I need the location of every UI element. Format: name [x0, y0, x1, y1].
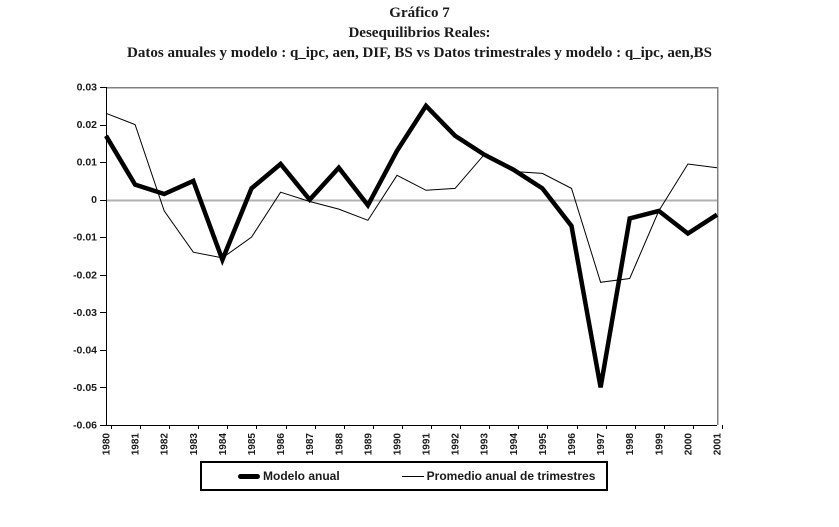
series-line-promedio-trimestres: [105, 112, 718, 283]
chart-title: Gráfico 7: [389, 5, 450, 21]
x-axis-label: 1981: [131, 433, 142, 456]
legend-item-promedio-trimestres: Promedio anual de trimestres: [401, 469, 596, 483]
y-axis-label: -0.05: [73, 382, 97, 394]
x-axis-label: 1997: [596, 433, 607, 456]
x-axis-label: 1990: [392, 433, 403, 456]
y-axis-label: -0.06: [73, 420, 97, 432]
x-axis-label: 1984: [218, 433, 229, 456]
y-axis-label: -0.02: [73, 269, 97, 281]
y-axis-label: 0.03: [77, 82, 98, 94]
x-axis-label: 1999: [654, 433, 665, 456]
thin-line-icon: [401, 475, 424, 477]
x-axis-label: 1987: [305, 433, 316, 456]
chart-description: Datos anuales y modelo : q_ipc, aen, DIF…: [127, 45, 712, 61]
series-line-modelo-anual: [104, 102, 719, 388]
y-axis-label: -0.04: [73, 344, 97, 356]
legend-item-modelo-anual: Modelo anual: [238, 469, 340, 483]
x-axis-label: 1994: [509, 433, 520, 456]
x-axis-label: 1991: [422, 433, 433, 456]
x-axis-label: 1993: [480, 433, 491, 456]
legend-label: Promedio anual de trimestres: [426, 469, 596, 483]
legend-label: Modelo anual: [263, 469, 340, 483]
x-axis-label: 1982: [160, 433, 171, 456]
x-axis-label: 1988: [334, 433, 345, 456]
y-axis-label: -0.01: [73, 232, 97, 244]
x-axis-label: 1985: [247, 433, 258, 456]
x-axis-label: 1989: [363, 433, 374, 456]
thick-line-icon: [238, 473, 260, 479]
y-axis-label: 0.01: [77, 157, 98, 169]
y-axis-label: -0.03: [73, 307, 97, 319]
x-axis-label: 2000: [683, 433, 694, 456]
chart-header: Gráfico 7 Desequilibrios Reales: Datos a…: [0, 3, 839, 64]
x-axis-label: 1983: [189, 433, 200, 456]
y-axis-label: 0: [91, 194, 97, 206]
chart-subtitle: Desequilibrios Reales:: [348, 25, 491, 41]
x-axis-label: 1996: [567, 433, 578, 456]
x-axis-label: 1980: [102, 433, 113, 456]
x-axis-label: 1995: [538, 433, 549, 456]
legend: Modelo anual Promedio anual de trimestre…: [200, 461, 608, 491]
y-axis-label: 0.02: [77, 119, 98, 131]
x-axis-label: 1992: [451, 433, 462, 456]
x-axis-label: 1998: [625, 433, 636, 456]
x-axis-label: 1986: [276, 433, 287, 456]
x-axis-label: 2001: [713, 433, 724, 456]
